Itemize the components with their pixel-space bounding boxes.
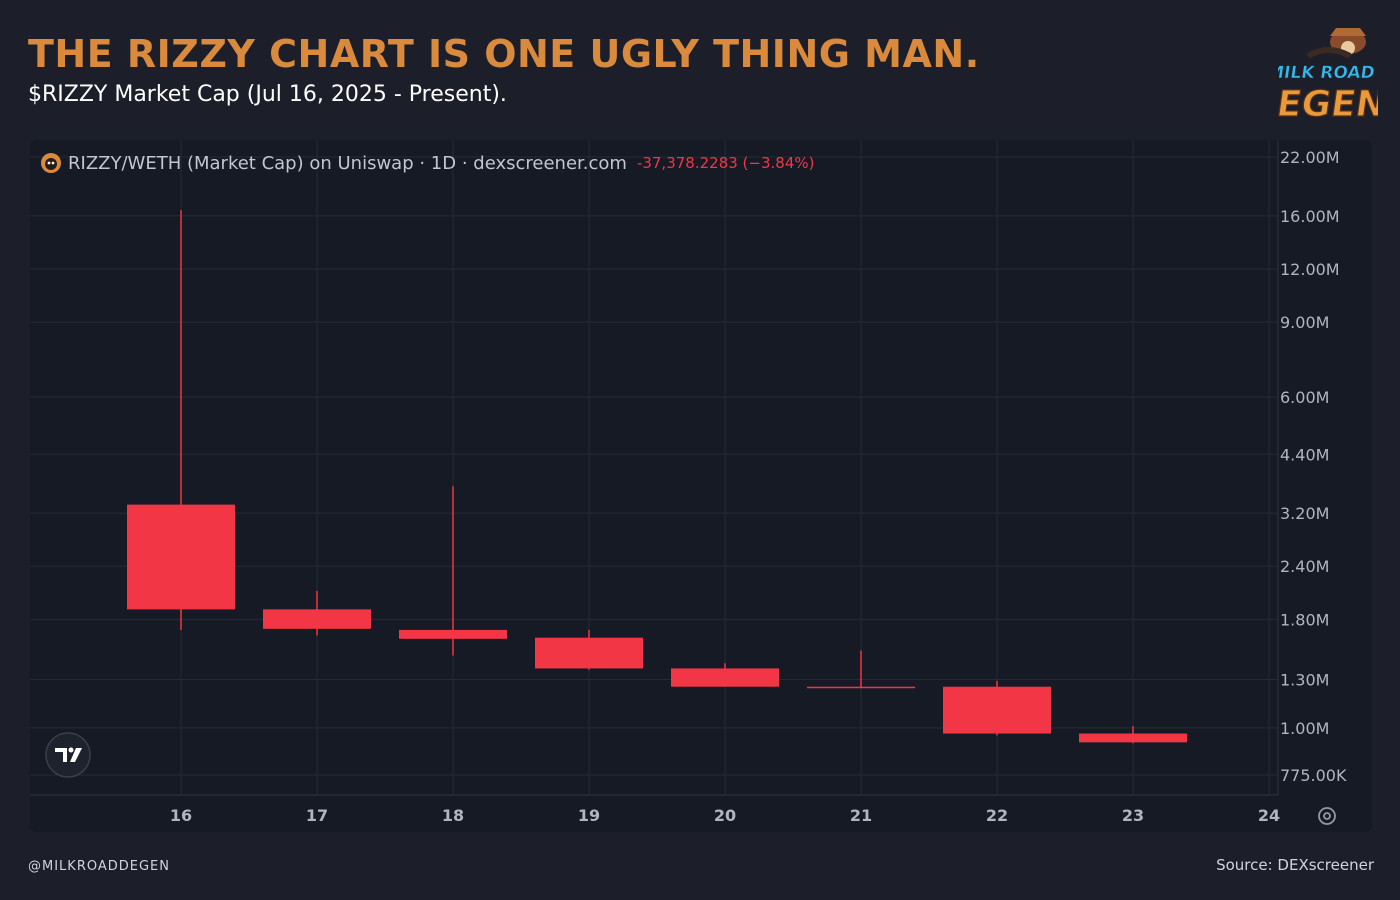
tradingview-logo-icon[interactable] <box>45 732 91 778</box>
x-tick-label: 18 <box>442 806 464 825</box>
candle <box>127 210 235 630</box>
candle-body <box>535 637 643 669</box>
candle <box>535 629 643 670</box>
y-tick-label: 1.00M <box>1280 719 1329 738</box>
social-handle: @MILKROADDEGEN <box>28 859 170 874</box>
candle-body <box>807 686 915 689</box>
x-tick-label: 23 <box>1122 806 1144 825</box>
chart-legend: RIZZY/WETH (Market Cap) on Uniswap · 1D … <box>40 152 814 174</box>
y-tick-label: 6.00M <box>1280 388 1329 407</box>
candle-body <box>1079 733 1187 743</box>
y-tick-label: 2.40M <box>1280 557 1329 576</box>
y-tick-label: 1.30M <box>1280 670 1329 689</box>
candle-body <box>263 609 371 629</box>
chart-panel: 22.00M 16.00M 12.00M 9.00M 6.00M 4.40M 3.20M 2.… <box>30 140 1372 832</box>
pair-token-icon <box>41 153 61 173</box>
candle <box>943 680 1051 736</box>
settings-gear-icon[interactable] <box>1318 807 1336 825</box>
y-tick-label: 22.00M <box>1280 148 1340 167</box>
source-credit: Source: DEXscreener <box>1216 856 1374 874</box>
y-tick-label: 12.00M <box>1280 260 1340 279</box>
x-tick-label: 16 <box>170 806 192 825</box>
x-tick-label: 24 <box>1258 806 1280 825</box>
y-tick-label: 9.00M <box>1280 313 1329 332</box>
candlestick-chart: 22.00M 16.00M 12.00M 9.00M 6.00M 4.40M 3.20M 2.… <box>30 140 1347 825</box>
x-tick-label: 22 <box>986 806 1008 825</box>
subtitle: $RIZZY Market Cap (Jul 16, 2025 - Presen… <box>28 82 507 107</box>
logo-line1: MILK ROAD <box>1278 63 1376 83</box>
x-tick-label: 20 <box>714 806 736 825</box>
candle <box>671 663 779 687</box>
x-tick-label: 17 <box>306 806 328 825</box>
headline: THE RIZZY CHART IS ONE UGLY THING MAN. <box>28 32 980 76</box>
candle <box>807 650 915 689</box>
y-tick-label: 775.00K <box>1280 766 1347 785</box>
x-tick-label: 21 <box>850 806 872 825</box>
x-tick-label: 19 <box>578 806 600 825</box>
logo-line2: DEGEN <box>1278 82 1378 125</box>
candle <box>399 486 507 656</box>
candle <box>263 590 371 636</box>
y-tick-label: 3.20M <box>1280 504 1329 523</box>
milk-road-degen-logo: MILK ROAD DEGEN <box>1278 28 1378 126</box>
candle-body <box>399 629 507 639</box>
candle <box>1079 726 1187 744</box>
price-change: -37,378.2283 (−3.84%) <box>636 154 815 172</box>
y-tick-label: 4.40M <box>1280 445 1329 464</box>
y-tick-label: 1.80M <box>1280 610 1329 629</box>
y-tick-label: 16.00M <box>1280 207 1340 226</box>
candle-body <box>127 504 235 610</box>
pair-title: RIZZY/WETH (Market Cap) on Uniswap · 1D … <box>68 152 627 174</box>
candle-body <box>671 668 779 687</box>
candle-body <box>943 686 1051 734</box>
